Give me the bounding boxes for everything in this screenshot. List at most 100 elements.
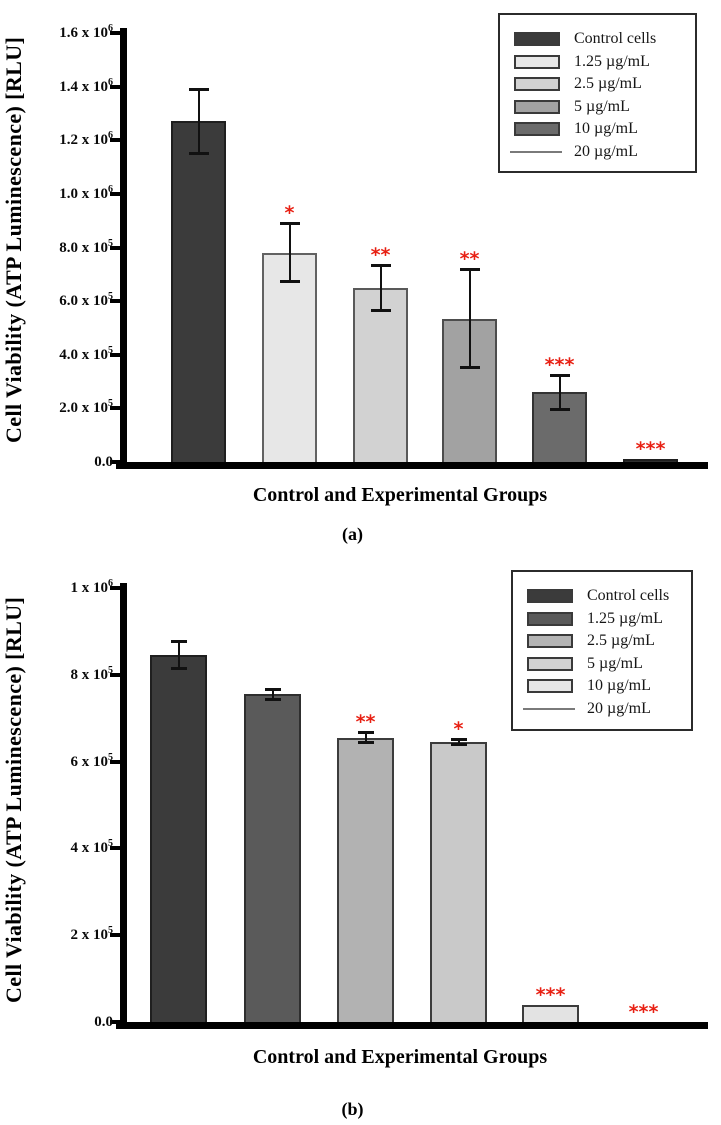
y-tick-label: 4.0 x 105 <box>59 344 113 363</box>
y-tick-label: 6.0 x 105 <box>59 291 113 310</box>
bar-control-cells <box>150 655 207 1022</box>
panel-b-caption: (b) <box>341 1099 364 1119</box>
legend-label: 2.5 µg/mL <box>574 75 642 92</box>
legend-label: 20 µg/mL <box>587 699 651 717</box>
plot-area-a: 0.0 2.0 x 105 4.0 x 105 6.0 x 105 8.0 x 105 1… <box>0 0 721 560</box>
y-tick-mark <box>110 672 120 677</box>
legend-box: Control cells 1.25 µg/mL 2.5 µg/mL 5 µg/mL 1… <box>511 570 693 731</box>
y-tick-mark <box>110 759 120 764</box>
error-bar <box>364 732 367 744</box>
y-tick-label: 1.2 x 106 <box>59 130 113 149</box>
error-bar-cap <box>370 308 391 312</box>
y-tick-mark <box>110 1020 120 1024</box>
error-bar <box>558 374 561 410</box>
legend-label: 1.25 µg/mL <box>587 609 663 627</box>
error-bar-cap <box>357 731 374 735</box>
y-tick-label: 0.0 <box>94 1014 113 1030</box>
bar-2.5-g-ml <box>353 287 408 462</box>
y-tick-label: 1.4 x 106 <box>59 76 113 95</box>
legend-label: 10 µg/mL <box>574 120 638 137</box>
y-tick-label: 2 x 105 <box>70 925 114 944</box>
y-tick-mark <box>110 31 120 35</box>
legend-swatch <box>527 634 573 648</box>
bar-control-cells <box>171 121 226 462</box>
y-tick-mark <box>110 138 120 143</box>
legend-swatch <box>527 679 573 693</box>
significance-stars: * <box>284 202 295 225</box>
y-tick-label: 6 x 105 <box>70 751 114 770</box>
legend-label: 10 µg/mL <box>587 677 651 694</box>
legend-label: Control cells <box>574 30 657 47</box>
panel-a-caption: (a) <box>342 524 363 544</box>
error-bar <box>468 268 471 369</box>
legend-swatch <box>527 611 573 626</box>
error-bar <box>271 689 274 700</box>
bar-5-g-ml <box>430 742 487 1022</box>
y-tick-mark <box>110 299 120 304</box>
y-tick-mark <box>110 191 120 196</box>
bar-2.5-g-ml <box>337 737 394 1022</box>
plot-area-b: 0.0 2 x 105 4 x 105 6 x 105 8 x 105 1 x 106 **… <box>0 560 721 1125</box>
error-bar-cap <box>188 151 209 155</box>
y-tick-label: 8.0 x 105 <box>59 237 113 256</box>
error-bar-cap <box>279 222 300 226</box>
error-bar-cap <box>450 738 467 742</box>
significance-stars: *** <box>535 983 566 1006</box>
error-bar-cap <box>264 697 281 701</box>
legend-box: Control cells 1.25 µg/mL 2.5 µg/mL 5 µg/mL 1… <box>498 13 697 173</box>
bar-20-g-ml <box>623 458 678 462</box>
legend-swatch <box>514 54 560 69</box>
legend-line-swatch <box>523 707 575 710</box>
y-tick-mark <box>110 352 120 357</box>
error-bar-cap <box>459 267 480 271</box>
error-bar-cap <box>549 373 570 377</box>
y-tick-mark <box>110 933 120 938</box>
panel-a: Cell Viability (ATP Luminescence) [RLU] … <box>0 0 721 560</box>
significance-stars: ** <box>355 711 376 734</box>
y-axis-line <box>120 583 127 1029</box>
legend-label: Control cells <box>587 587 670 604</box>
significance-stars: ** <box>459 247 480 270</box>
y-tick-mark <box>110 586 120 590</box>
error-bar-cap <box>279 280 300 284</box>
legend-label: 20 µg/mL <box>574 142 638 160</box>
error-bar <box>379 264 382 311</box>
y-tick-label: 0.0 <box>94 454 113 470</box>
legend-line-swatch <box>510 150 562 153</box>
legend-swatch <box>514 99 560 114</box>
bar-1.25-g-ml <box>262 252 317 462</box>
error-bar <box>288 223 291 283</box>
error-bar-cap <box>188 88 209 92</box>
legend-label: 5 µg/mL <box>574 97 630 115</box>
y-tick-label: 1.0 x 106 <box>59 183 113 202</box>
y-tick-label: 1 x 106 <box>70 578 114 597</box>
error-bar-cap <box>170 640 187 644</box>
error-bar-cap <box>549 407 570 411</box>
significance-stars: *** <box>628 1001 659 1023</box>
significance-stars: * <box>453 718 464 741</box>
panel-b: Cell Viability (ATP Luminescence) [RLU] … <box>0 560 721 1125</box>
y-tick-mark <box>110 406 120 411</box>
legend-swatch <box>514 122 560 136</box>
bar-10-g-ml <box>522 1004 579 1022</box>
legend-swatch <box>514 32 560 46</box>
x-axis-title: Control and Experimental Groups <box>252 484 548 506</box>
legend-swatch <box>527 656 573 671</box>
legend-swatch <box>514 77 560 91</box>
error-bar-cap <box>459 366 480 370</box>
legend-label: 2.5 µg/mL <box>587 632 655 649</box>
significance-stars: *** <box>544 353 575 376</box>
significance-stars: *** <box>635 437 666 460</box>
y-tick-label: 8 x 105 <box>70 664 114 683</box>
y-tick-mark <box>110 245 120 250</box>
error-bar-cap <box>450 742 467 746</box>
y-tick-label: 1.6 x 106 <box>59 23 113 42</box>
legend-label: 5 µg/mL <box>587 654 643 672</box>
y-tick-label: 4 x 105 <box>70 838 114 857</box>
error-bar-cap <box>357 741 374 745</box>
error-bar <box>457 739 460 745</box>
x-axis-title: Control and Experimental Groups <box>252 1046 548 1068</box>
y-tick-label: 2.0 x 105 <box>59 398 113 417</box>
y-tick-mark <box>110 84 120 89</box>
